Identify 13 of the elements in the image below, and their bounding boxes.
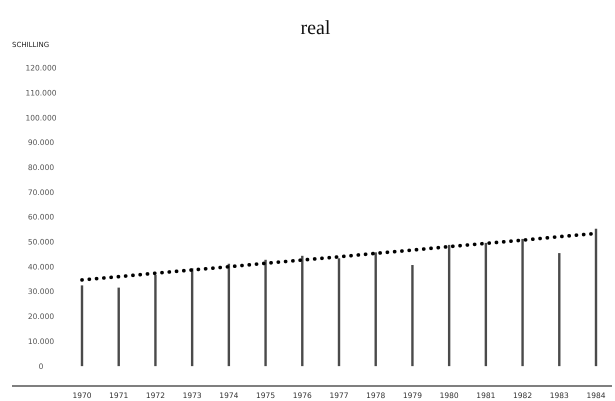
bar — [228, 264, 230, 366]
bar — [521, 238, 524, 366]
bar — [154, 274, 157, 366]
bar — [484, 242, 488, 366]
bar — [190, 268, 194, 366]
bar — [374, 252, 377, 366]
bar — [558, 253, 560, 366]
bar — [448, 244, 450, 366]
bar — [301, 256, 304, 366]
bar — [264, 260, 267, 366]
chart-title: real — [300, 17, 331, 39]
bar — [118, 288, 120, 366]
bar — [411, 265, 414, 366]
